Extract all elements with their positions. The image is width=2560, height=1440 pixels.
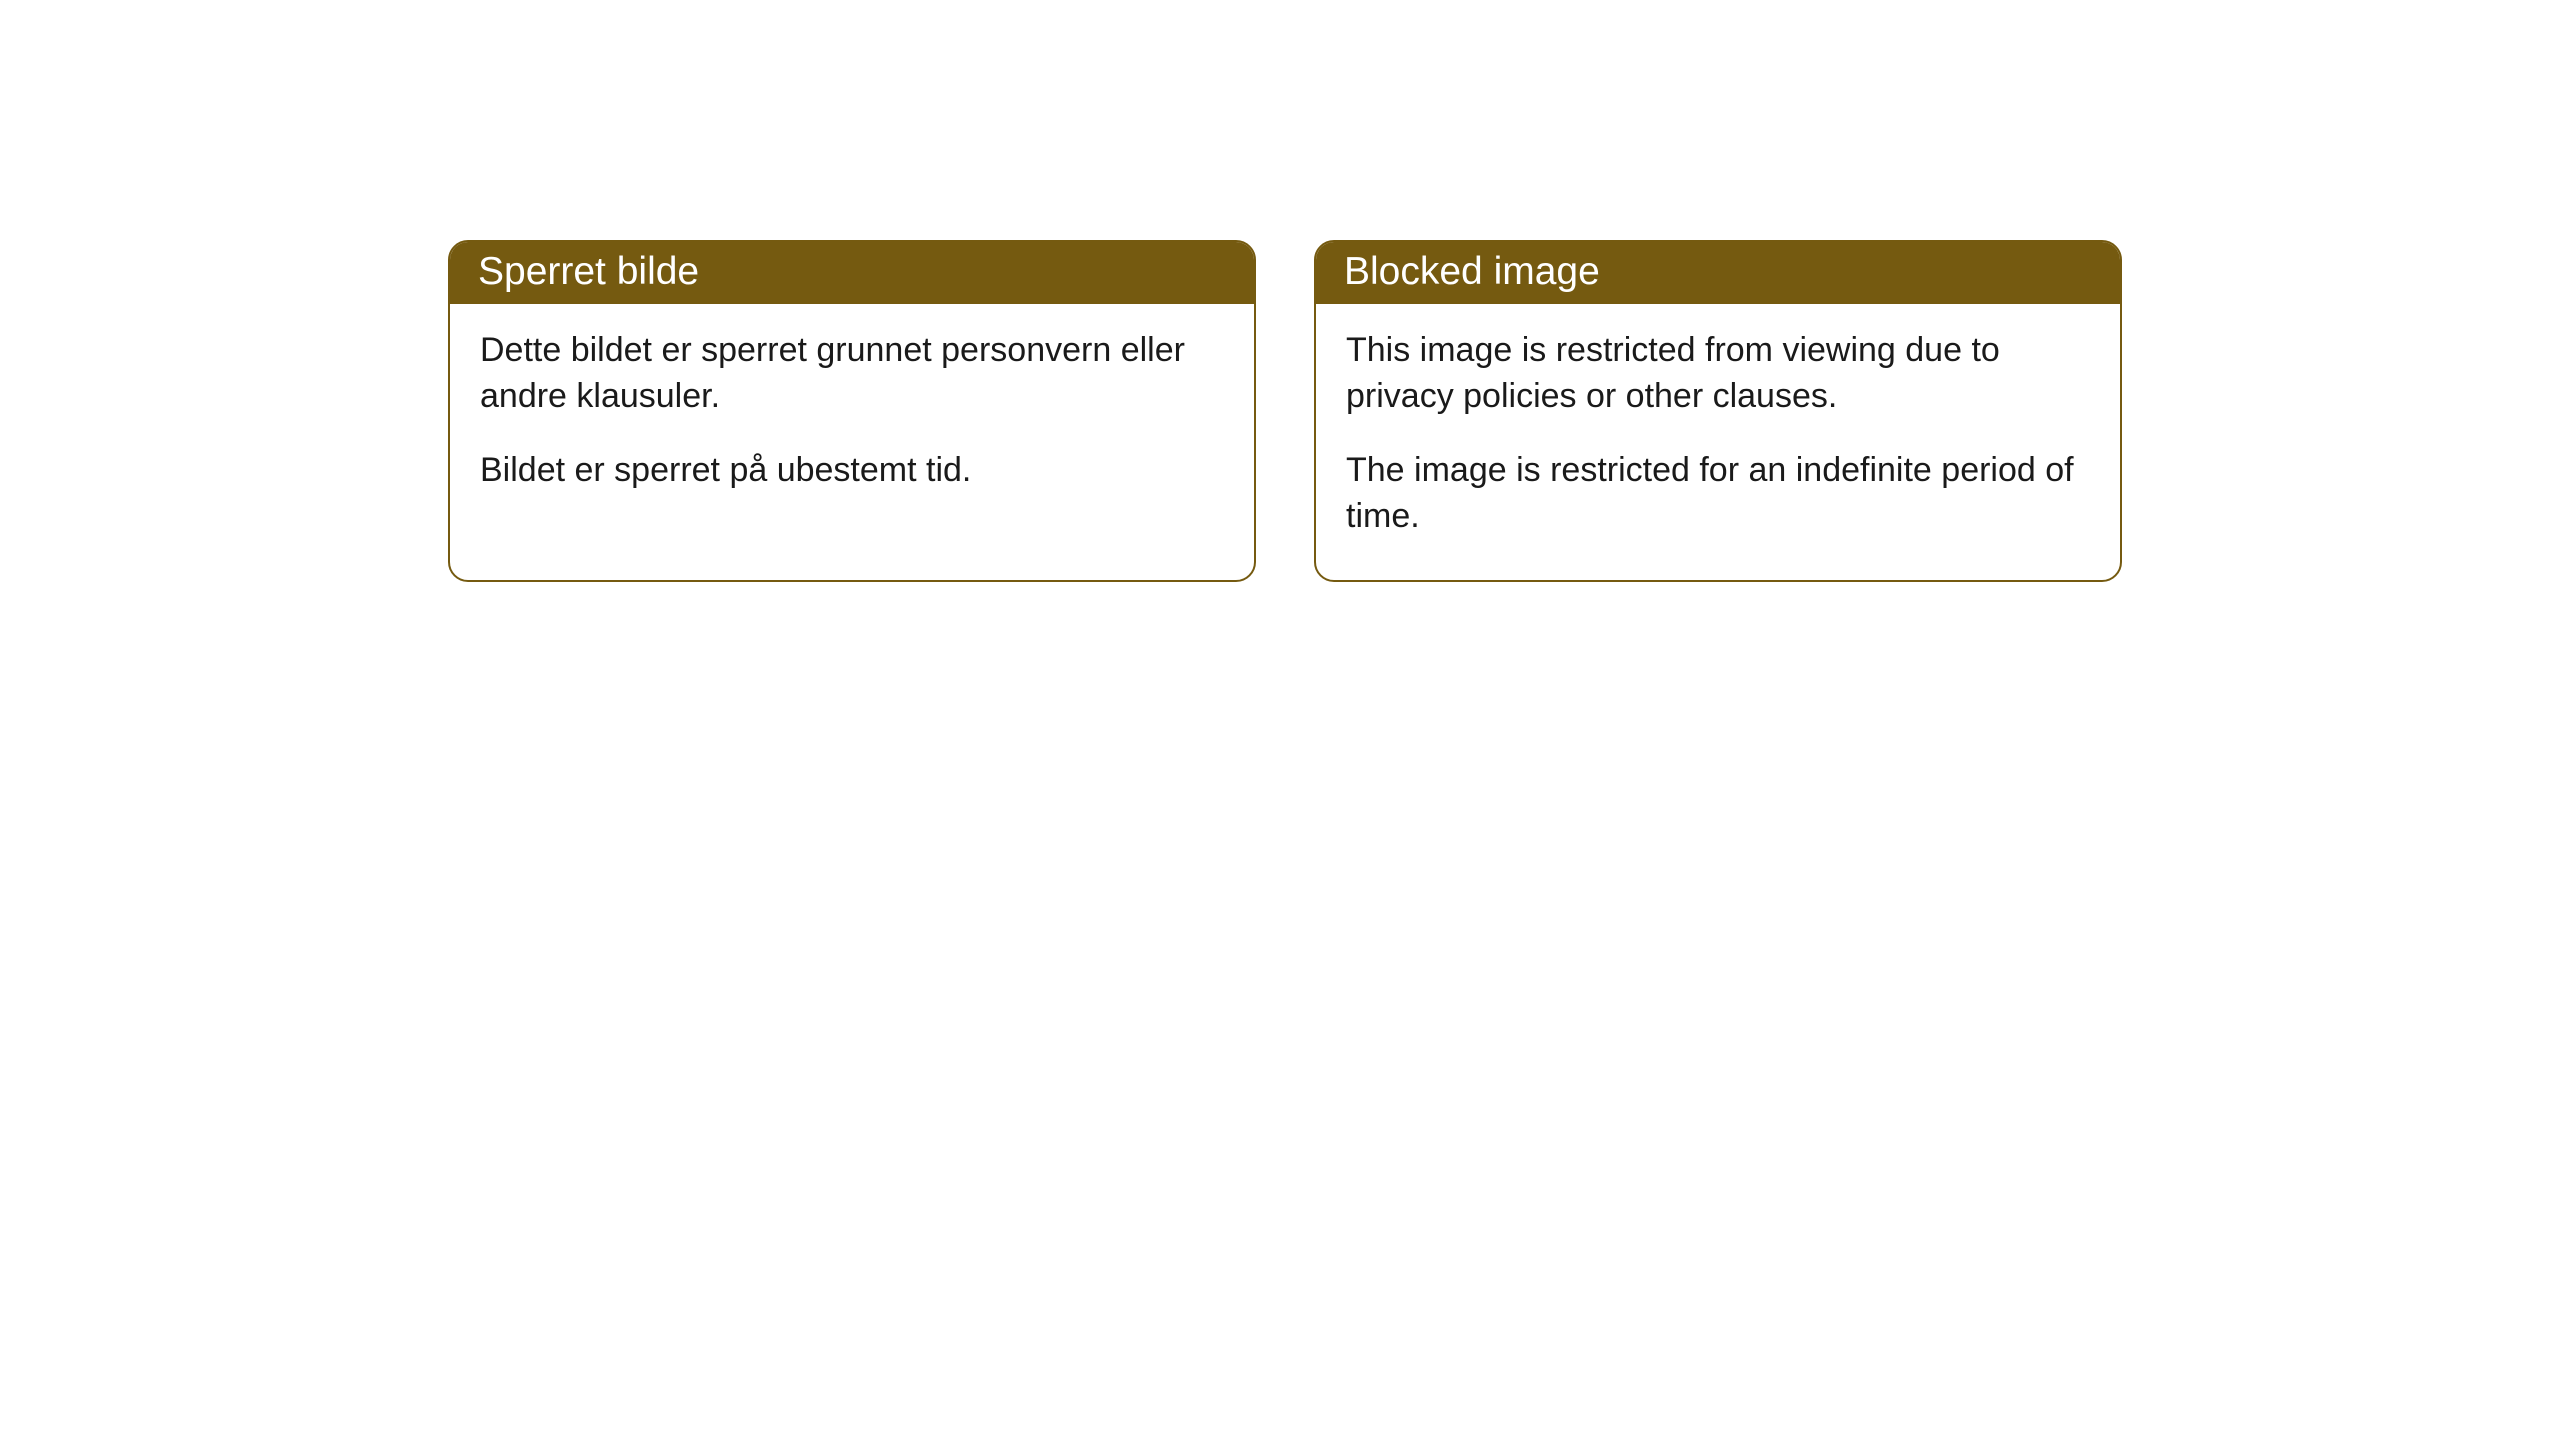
card-paragraph: This image is restricted from viewing du…	[1346, 328, 2090, 420]
card-paragraph: The image is restricted for an indefinit…	[1346, 448, 2090, 540]
cards-container: Sperret bilde Dette bildet er sperret gr…	[0, 0, 2560, 582]
card-body: Dette bildet er sperret grunnet personve…	[450, 304, 1254, 534]
restricted-card-en: Blocked image This image is restricted f…	[1314, 240, 2122, 582]
card-header: Blocked image	[1316, 242, 2120, 304]
restricted-card-no: Sperret bilde Dette bildet er sperret gr…	[448, 240, 1256, 582]
card-paragraph: Bildet er sperret på ubestemt tid.	[480, 448, 1224, 494]
card-paragraph: Dette bildet er sperret grunnet personve…	[480, 328, 1224, 420]
card-body: This image is restricted from viewing du…	[1316, 304, 2120, 580]
card-header: Sperret bilde	[450, 242, 1254, 304]
